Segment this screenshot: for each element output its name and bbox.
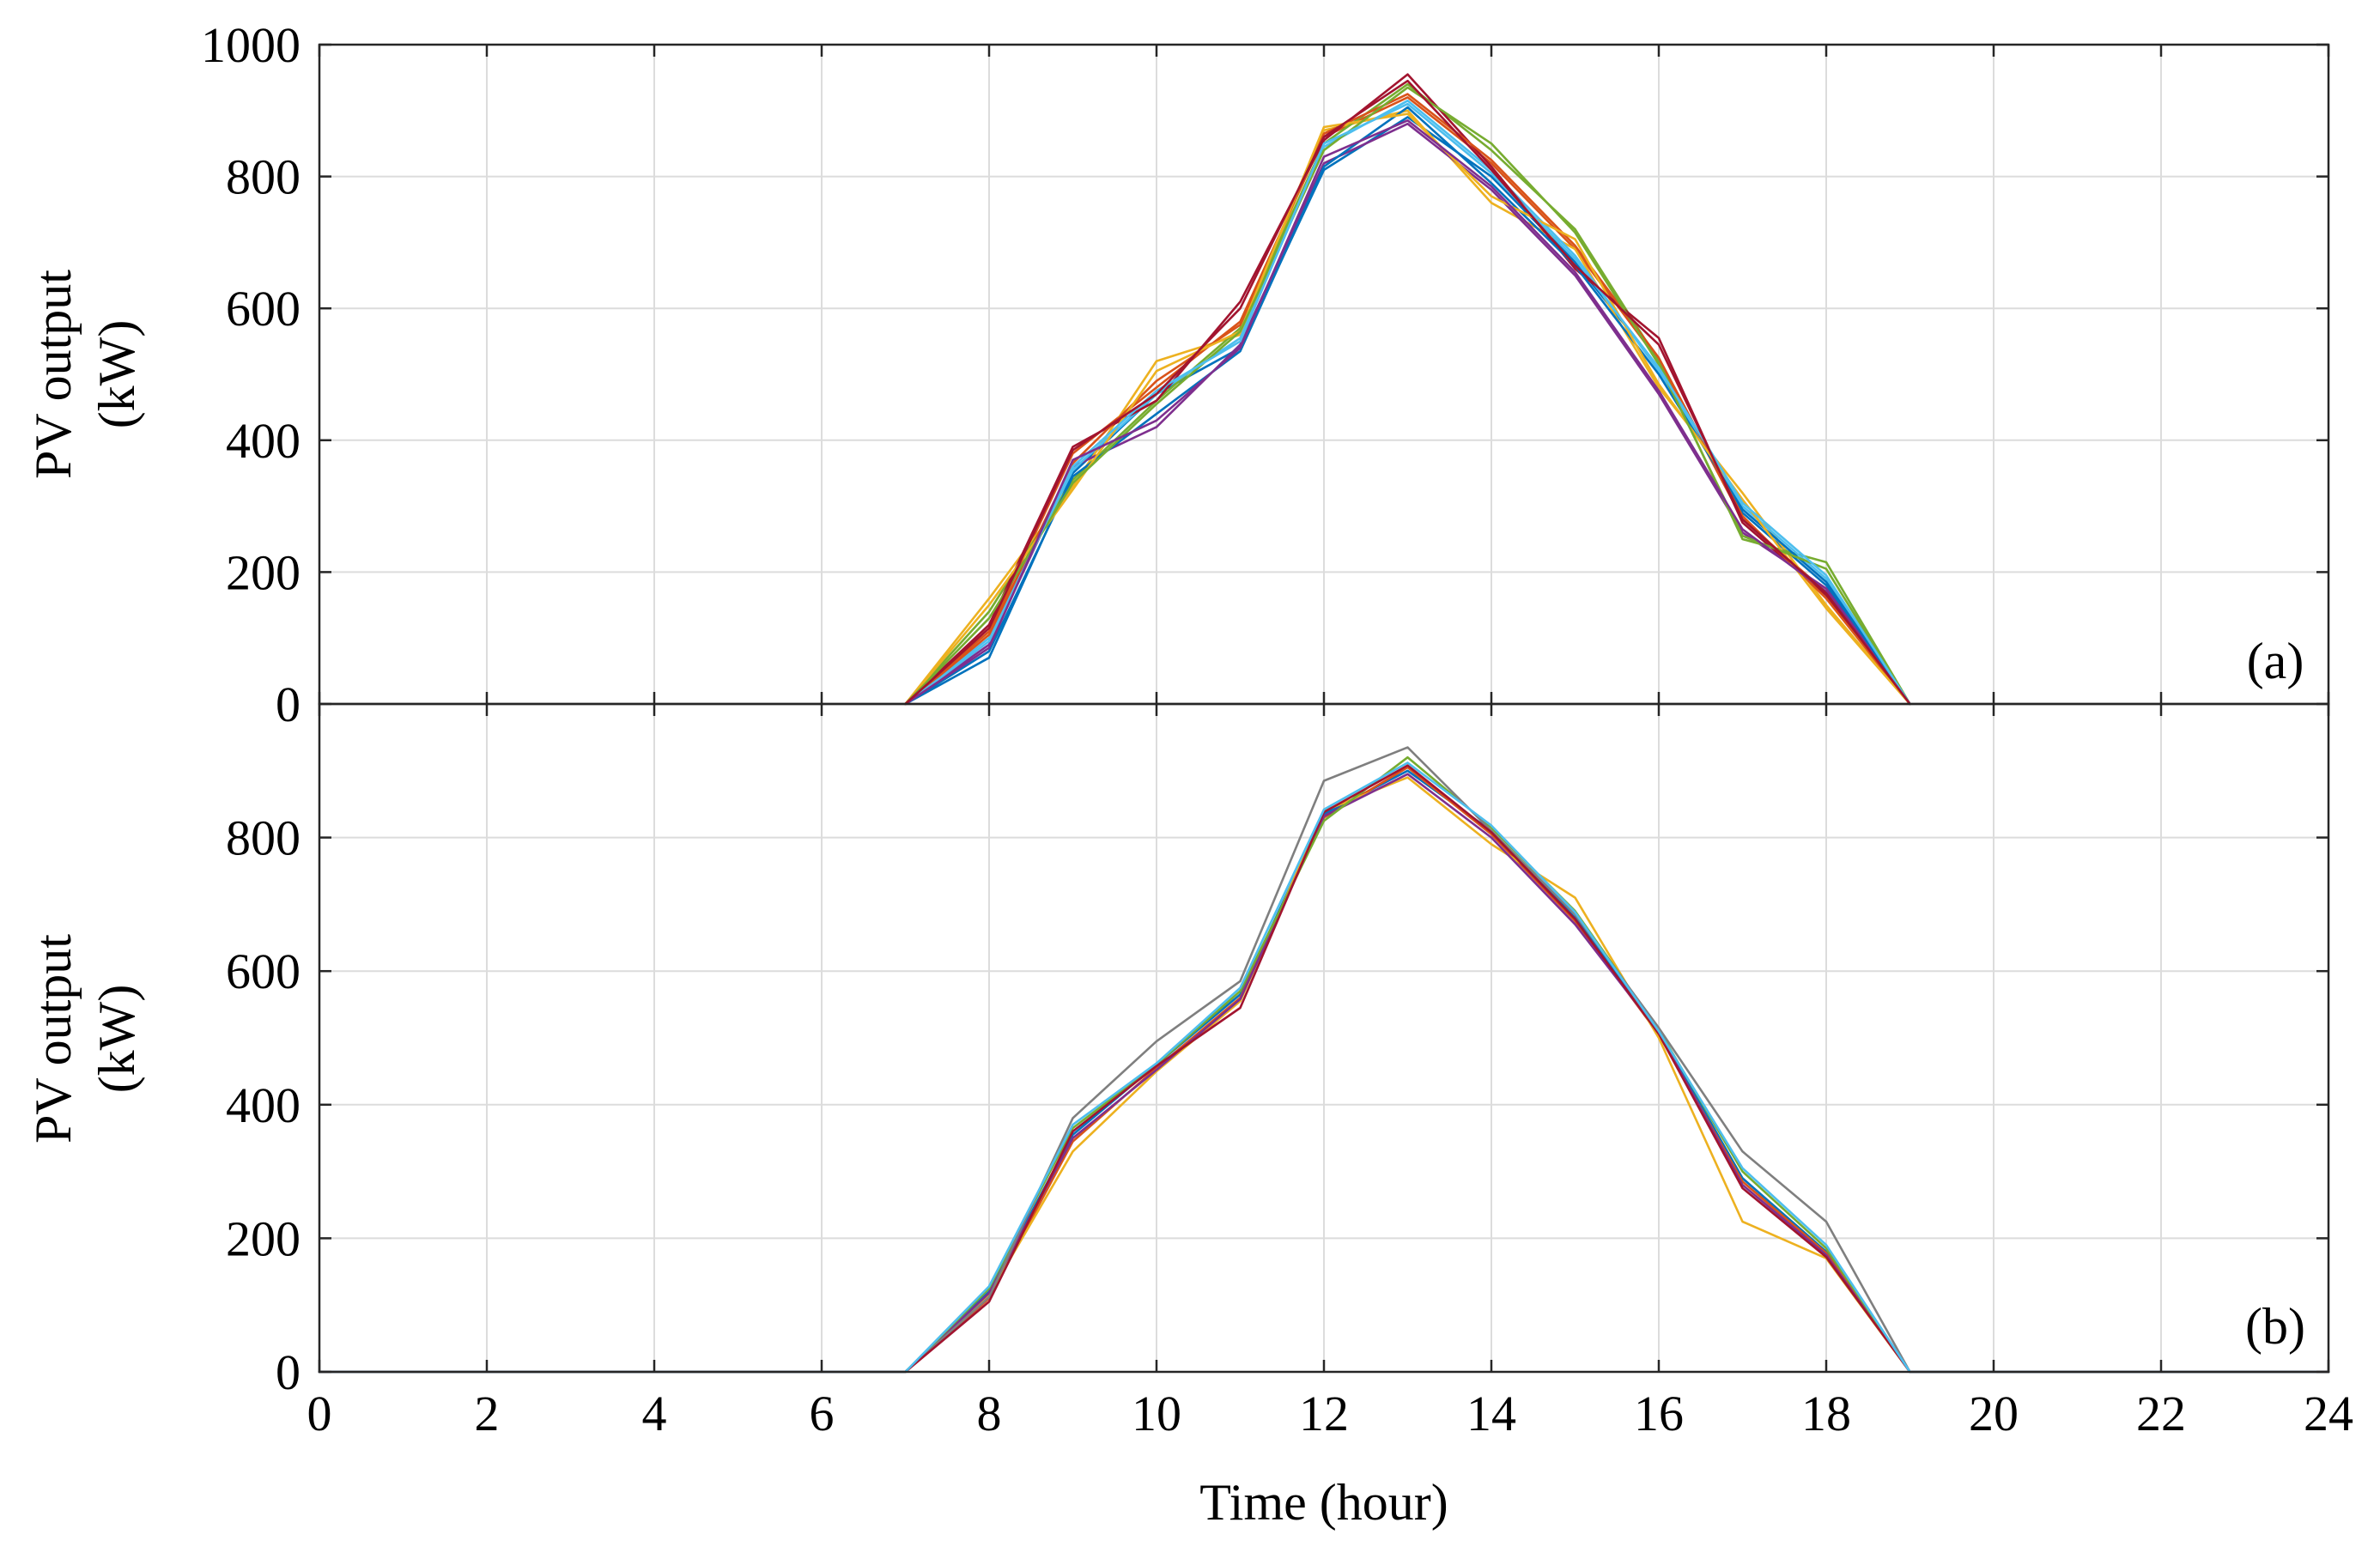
panel-b-xtick-label-8: 8 bbox=[977, 1386, 1002, 1441]
panel-b-xtick-label-24: 24 bbox=[2304, 1386, 2353, 1441]
panel-b-xtick-label-0: 0 bbox=[307, 1386, 332, 1441]
panel-a-series-s14 bbox=[904, 79, 1911, 706]
panel-b-xtick-label-6: 6 bbox=[810, 1386, 835, 1441]
panel-a-series bbox=[904, 73, 1911, 706]
panel-b-ylabel-line2: (kW) bbox=[88, 985, 145, 1094]
panel-a: 0 200 400 600 800 1000 PV output (kW) (a) bbox=[25, 17, 2330, 732]
panel-b-ytick-label-600: 600 bbox=[226, 943, 301, 999]
panel-a-ytick-label-0: 0 bbox=[276, 676, 301, 732]
panel-b-xtick-label-10: 10 bbox=[1132, 1386, 1181, 1441]
panel-b-xtick-label-14: 14 bbox=[1466, 1386, 1516, 1441]
panel-a-ylabel-line1: PV output bbox=[25, 270, 82, 479]
panel-b-xtick-label-18: 18 bbox=[1801, 1386, 1851, 1441]
panel-b-ytick-label-0: 0 bbox=[276, 1344, 301, 1400]
panel-a-series-s8 bbox=[904, 106, 1911, 706]
panel-a-series-s6 bbox=[904, 100, 1911, 706]
panel-b-xtick-label-12: 12 bbox=[1299, 1386, 1349, 1441]
panel-a-series-s5 bbox=[904, 82, 1911, 706]
panel-a-series-s13 bbox=[904, 119, 1911, 706]
panel-a-ytick-label-400: 400 bbox=[226, 413, 301, 469]
panel-b-ylabel-line1: PV output bbox=[25, 934, 82, 1144]
panel-a-series-s9 bbox=[904, 93, 1911, 706]
panel-a-ticks: 0 200 400 600 800 1000 bbox=[201, 17, 2330, 732]
panel-b-xtick-label-20: 20 bbox=[1969, 1386, 2019, 1441]
panel-a-series-s12 bbox=[904, 102, 1911, 706]
panel-a-grid bbox=[319, 45, 2328, 704]
panel-b-ytick-label-200: 200 bbox=[226, 1210, 301, 1266]
panel-b-xtick-label-16: 16 bbox=[1634, 1386, 1684, 1441]
panel-b-ytick-label-400: 400 bbox=[226, 1077, 301, 1133]
panel-b-ytick-label-800: 800 bbox=[226, 810, 301, 866]
panel-a-series-s3 bbox=[904, 109, 1911, 706]
panel-a-ytick-label-600: 600 bbox=[226, 281, 301, 337]
panel-a-series-s7 bbox=[904, 73, 1911, 706]
panel-b-label: (b) bbox=[2245, 1298, 2305, 1355]
panel-a-series-s10 bbox=[904, 112, 1911, 706]
panel-b-xtick-label-2: 2 bbox=[475, 1386, 500, 1441]
panel-a-ytick-label-200: 200 bbox=[226, 544, 301, 600]
panel-b-xtick-label-22: 22 bbox=[2136, 1386, 2186, 1441]
panel-a-label: (a) bbox=[2247, 633, 2304, 689]
panel-a-series-s1 bbox=[904, 116, 1911, 706]
panel-a-ylabel-line2: (kW) bbox=[88, 320, 145, 429]
panel-a-ytick-label-800: 800 bbox=[226, 149, 301, 205]
x-axis-title: Time (hour) bbox=[1199, 1474, 1448, 1531]
panel-b-xtick-label-4: 4 bbox=[642, 1386, 667, 1441]
panel-a-series-s11 bbox=[904, 86, 1911, 706]
panel-a-ytick-label-1000: 1000 bbox=[201, 17, 301, 73]
